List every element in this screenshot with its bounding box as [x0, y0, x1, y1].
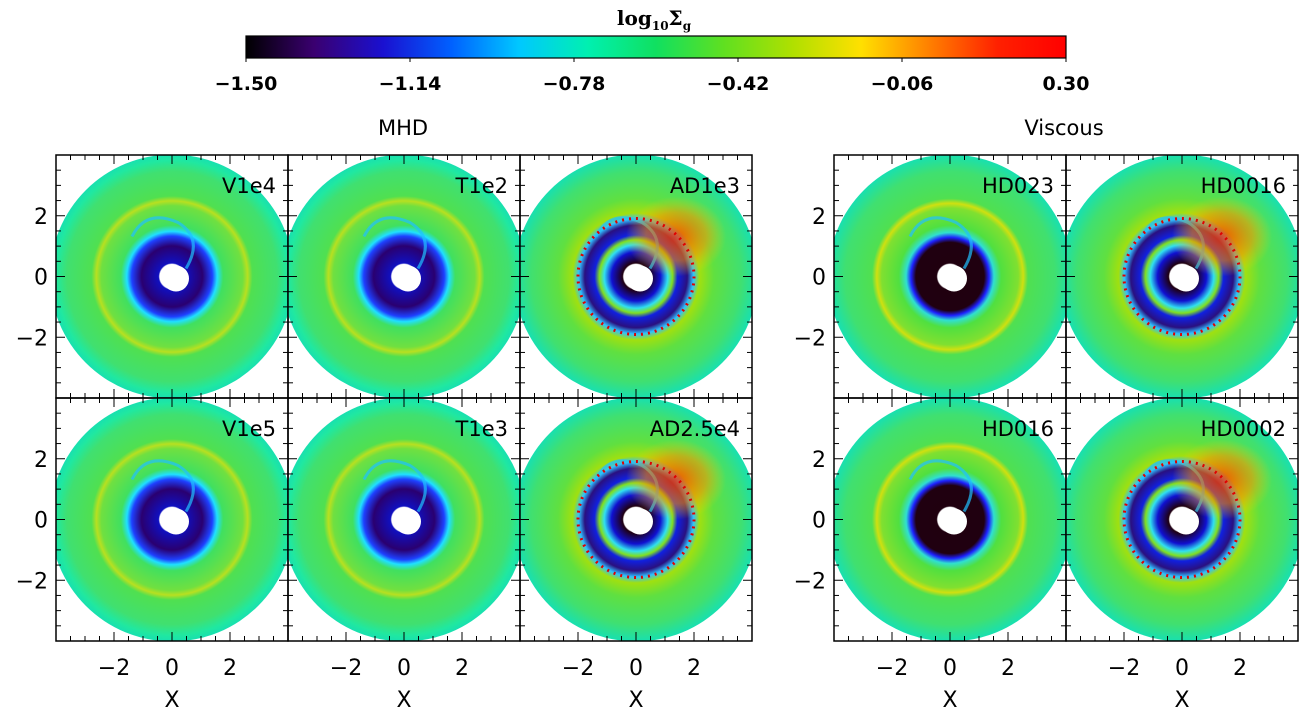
spiral-feature	[908, 459, 973, 513]
colorbar-tick-label: −1.14	[379, 73, 442, 95]
x-axis-label: X	[164, 688, 179, 713]
panel-v1e4: V1e4	[55, 154, 289, 399]
panel-label: AD1e3	[670, 174, 740, 198]
panel-ad2-5e4: AD2.5e4	[519, 397, 753, 642]
x-tick-label: 2	[223, 656, 237, 681]
panel-label: AD2.5e4	[650, 417, 740, 441]
colorbar-title-main: log	[617, 6, 652, 30]
panel-label: HD023	[982, 174, 1054, 198]
group-title-viscous: Viscous	[1024, 116, 1103, 140]
x-tick-label: −2	[1108, 656, 1140, 681]
colorbar-tick-label: −0.06	[871, 73, 934, 95]
colorbar-title-sym-sub: g	[683, 19, 692, 33]
x-tick-label: −2	[330, 656, 362, 681]
colorbar-tick-label: −0.78	[543, 73, 606, 95]
group-title-mhd: MHD	[378, 116, 428, 140]
x-tick-label: −2	[562, 656, 594, 681]
panel-ticks	[1065, 397, 1299, 642]
panel-v1e5: V1e5	[55, 397, 289, 642]
inner-hole	[395, 265, 421, 292]
panel-t1e2: T1e2	[287, 154, 521, 399]
spiral-feature	[362, 216, 427, 270]
colorbar-strip	[245, 35, 1067, 59]
x-tick-label: 0	[165, 656, 179, 681]
panel-label: V1e5	[222, 417, 276, 441]
panel-label: T1e2	[455, 174, 508, 198]
inner-hole	[1173, 508, 1199, 535]
panel-label: HD016	[982, 417, 1054, 441]
panel-ticks	[1065, 154, 1299, 399]
x-tick-label: 2	[1233, 656, 1247, 681]
y-tick-label: 2	[34, 205, 48, 230]
y-tick-label: 2	[812, 205, 826, 230]
x-tick-label: 0	[629, 656, 643, 681]
panel-hd016: HD016	[833, 397, 1067, 642]
vortex-arc	[1172, 439, 1272, 520]
panel-ad1e3: AD1e3	[519, 154, 753, 399]
y-tick-label: −2	[16, 569, 48, 594]
x-tick-label: −2	[98, 656, 130, 681]
spiral-feature	[362, 459, 427, 513]
panel-ticks	[833, 154, 1067, 399]
panel-label: HD0002	[1201, 417, 1286, 441]
x-tick-label: 0	[1175, 656, 1189, 681]
inner-hole	[163, 508, 189, 535]
y-tick-label: 0	[812, 266, 826, 291]
dotted-ring	[1122, 460, 1242, 579]
vortex-arc	[1172, 196, 1272, 277]
panel-label: T1e3	[455, 417, 508, 441]
x-tick-label: 2	[455, 656, 469, 681]
colorbar-title: log10Σg	[617, 6, 692, 33]
y-tick-label: 0	[34, 266, 48, 291]
inner-hole	[941, 265, 967, 292]
panel-label: V1e4	[222, 174, 276, 198]
panel-hd023: HD023	[833, 154, 1067, 399]
panel-t1e3: T1e3	[287, 397, 521, 642]
x-tick-label: −2	[876, 656, 908, 681]
y-tick-label: 2	[34, 448, 48, 473]
colorbar-tick-label: −0.42	[707, 73, 770, 95]
x-tick-label: 0	[397, 656, 411, 681]
x-axis-label: X	[942, 688, 957, 713]
y-tick-label: 0	[812, 509, 826, 534]
vortex-arc	[626, 196, 726, 277]
inner-hole	[1173, 265, 1199, 292]
dotted-ring	[576, 460, 696, 579]
inner-hole	[941, 508, 967, 535]
x-tick-label: 2	[687, 656, 701, 681]
panel-ticks	[287, 154, 521, 399]
panel-ticks	[519, 397, 753, 642]
colorbar-title-sub: 10	[652, 19, 669, 33]
dotted-ring	[1122, 217, 1242, 336]
inner-hole	[627, 265, 653, 292]
y-tick-label: −2	[794, 326, 826, 351]
colorbar-tick-label: 0.30	[1043, 73, 1090, 95]
vortex-arc	[626, 439, 726, 520]
y-tick-label: 0	[34, 509, 48, 534]
inner-hole	[627, 508, 653, 535]
x-tick-label: 0	[943, 656, 957, 681]
dotted-ring	[576, 217, 696, 336]
inner-hole	[395, 508, 421, 535]
panel-hd0016: HD0016	[1065, 154, 1299, 399]
x-tick-label: 2	[1001, 656, 1015, 681]
y-tick-label: −2	[794, 569, 826, 594]
colorbar: log10Σg −1.50 −1.14 −0.78 −0.42 −0.06 0.30	[215, 6, 1090, 95]
colorbar-title-sym: Σ	[669, 6, 683, 30]
inner-hole	[163, 265, 189, 292]
spiral-feature	[130, 459, 195, 513]
colorbar-tick-label: −1.50	[215, 73, 278, 95]
panel-ticks	[833, 397, 1067, 642]
panel-ticks	[519, 154, 753, 399]
x-axis-label: X	[396, 688, 411, 713]
x-axis-label: X	[1174, 688, 1189, 713]
spiral-feature	[130, 216, 195, 270]
spiral-feature	[908, 216, 973, 270]
y-tick-label: 2	[812, 448, 826, 473]
y-tick-label: −2	[16, 326, 48, 351]
panel-label: HD0016	[1201, 174, 1286, 198]
panel-hd0002: HD0002	[1065, 397, 1299, 642]
x-axis-label: X	[628, 688, 643, 713]
